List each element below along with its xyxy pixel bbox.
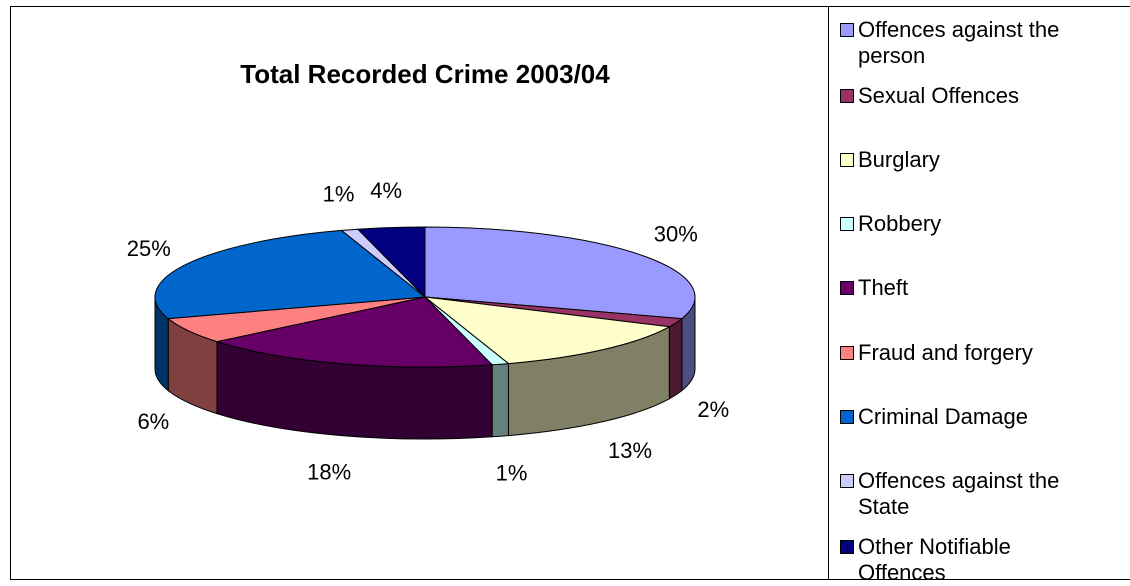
legend-swatch xyxy=(840,217,854,231)
legend-swatch xyxy=(840,23,854,37)
legend-swatch xyxy=(840,346,854,360)
legend-item: Burglary xyxy=(840,147,1130,173)
legend-label: Robbery xyxy=(858,211,942,236)
pie-label-fraud-and-forgery: 6% xyxy=(137,409,169,434)
pie-slice-theft xyxy=(214,296,494,368)
chart-title: Total Recorded Crime 2003/04 xyxy=(240,59,610,89)
legend-label: Fraud and forgery xyxy=(858,340,1033,365)
pie-tops xyxy=(154,226,696,368)
legend-label: Criminal Damage xyxy=(858,404,1028,429)
legend-label: Other Notifiable xyxy=(858,534,1011,559)
legend-swatch xyxy=(840,281,854,295)
legend-swatch xyxy=(840,540,854,554)
legend-swatch xyxy=(840,89,854,103)
pie-label-theft: 18% xyxy=(307,460,351,485)
pie-label-offences-against-the-person: 30% xyxy=(654,222,698,247)
legend-swatch xyxy=(840,474,854,488)
legend-label: Offences against the xyxy=(858,17,1060,42)
pie-labels: 30% 2% 13% 1% 18% 6% 25% 1% 4% xyxy=(127,178,729,486)
legend-item: Robbery xyxy=(840,211,1130,237)
pie-label-offences-against-the-state: 1% xyxy=(323,181,355,206)
legend-box xyxy=(829,6,1130,580)
legend-label: Burglary xyxy=(858,147,940,172)
pie-slice-other-notifiable-offences xyxy=(356,226,426,299)
legend-item: Fraud and forgery xyxy=(840,340,1130,366)
pie-label-other-notifiable-offences: 4% xyxy=(370,178,402,203)
pie-slice-offences-against-the-person xyxy=(424,226,696,320)
pie-label-sexual-offences: 2% xyxy=(697,397,729,422)
pie-slice-burglary xyxy=(423,296,671,365)
legend-swatch xyxy=(840,410,854,424)
legend-item: Sexual Offences xyxy=(840,83,1130,109)
legend-label-line2: State xyxy=(858,494,910,519)
legend-label-line2: person xyxy=(858,43,926,68)
legend-item: Theft xyxy=(840,275,1130,301)
pie-label-robbery: 1% xyxy=(496,461,528,486)
pie-label-criminal-damage: 25% xyxy=(127,236,171,261)
legend-label-line2: Offences xyxy=(858,560,946,585)
legend-item: Offences against the State xyxy=(840,468,1130,520)
pie-slice-criminal-damage xyxy=(154,229,427,320)
legend-item: Other Notifiable Offences xyxy=(840,534,1130,586)
legend-label: Sexual Offences xyxy=(858,83,1020,108)
legend-swatch xyxy=(840,153,854,167)
pie-side-robbery xyxy=(491,363,509,438)
legend-label: Theft xyxy=(858,275,909,300)
legend-label: Offences against the xyxy=(858,468,1060,493)
legend-item: Offences against the person xyxy=(840,17,1130,69)
pie-label-burglary: 13% xyxy=(608,438,652,463)
legend-item: Criminal Damage xyxy=(840,404,1130,430)
pie-side-sexual-offences xyxy=(668,317,683,400)
